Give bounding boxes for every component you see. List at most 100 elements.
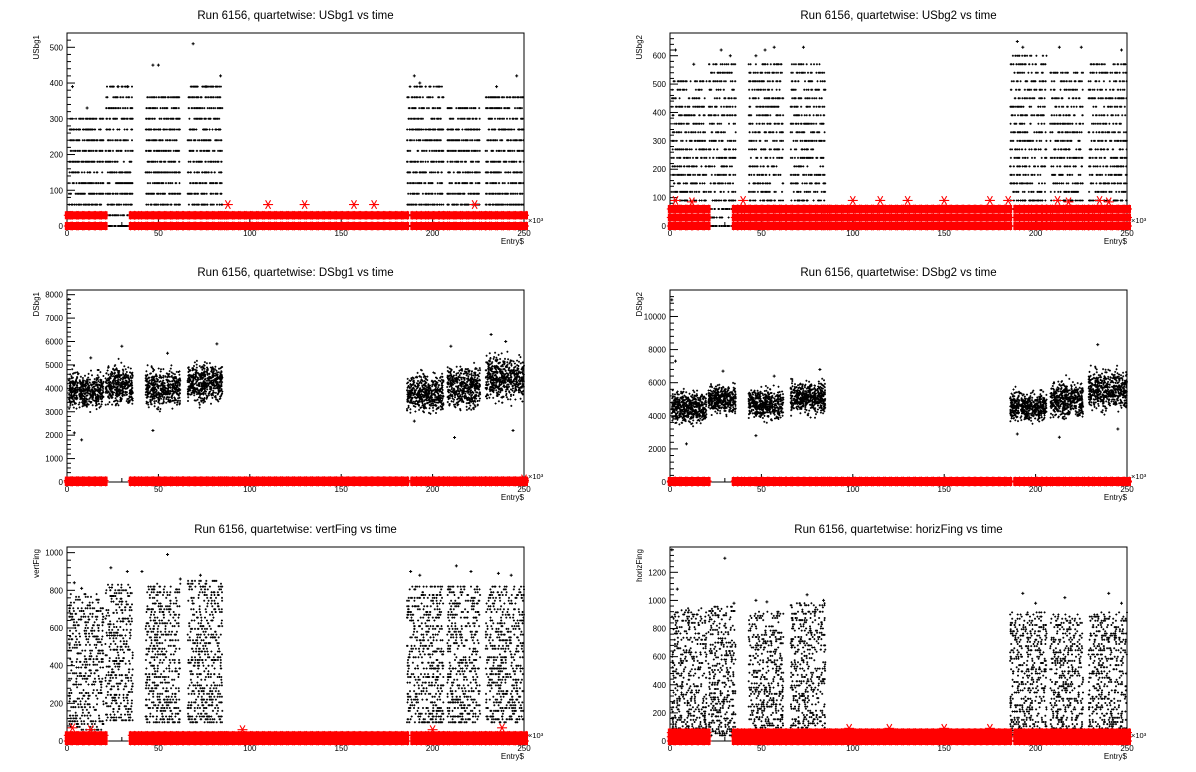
- star-outlier: [348, 199, 360, 210]
- star-outlier: [262, 199, 274, 210]
- outlier-point: [754, 54, 758, 58]
- y-axis-label: USbg2: [635, 34, 644, 59]
- star-outlier: [496, 722, 508, 733]
- outlier-point: [454, 564, 458, 568]
- chart-title: Run 6156, quartetwise: USbg2 vs time: [800, 10, 996, 22]
- outlier-point: [204, 85, 208, 89]
- dot-cluster: [144, 364, 182, 413]
- dot-cluster-points: [747, 384, 785, 424]
- y-tick-label: 1000: [45, 549, 63, 558]
- outlier-point: [818, 367, 822, 371]
- y-tick-label: 8000: [648, 346, 666, 355]
- chart-panel-1: Run 6156, quartetwise: USbg1 vs time USbg…: [32, 10, 544, 246]
- dot-cluster: [707, 63, 737, 227]
- outlier-point: [496, 571, 500, 575]
- star-outlier: [469, 199, 481, 210]
- dot-cluster: [484, 585, 525, 724]
- dot-cluster-points: [104, 357, 134, 407]
- dot-cluster-points: [67, 593, 105, 742]
- y-tick-label: 600: [50, 624, 64, 633]
- outlier-point: [116, 85, 120, 89]
- outlier-point: [673, 359, 677, 363]
- star-outlier: [66, 722, 79, 733]
- x-tick-label: 50: [757, 229, 766, 238]
- x-tick-label: 50: [154, 229, 163, 238]
- dot-cluster: [1087, 611, 1128, 742]
- x-axis-label: Entry$: [1104, 493, 1128, 502]
- y-tick-label: 3000: [45, 408, 63, 417]
- y-tick-label: 400: [653, 108, 667, 117]
- x-axis-multiplier: ×10³: [1131, 731, 1147, 740]
- outlier-point: [754, 434, 758, 438]
- outlier-point: [1120, 601, 1124, 605]
- outlier-point: [1116, 427, 1120, 431]
- outlier-point: [1015, 432, 1019, 436]
- x-tick-label: 250: [517, 744, 531, 753]
- outlier-point: [1096, 343, 1100, 347]
- x-tick-label: 0: [668, 485, 673, 494]
- black-dot-series: [670, 548, 1128, 742]
- outlier-point: [120, 344, 124, 348]
- x-axis-multiplier: ×10³: [1131, 472, 1147, 481]
- dot-cluster-points: [144, 364, 182, 413]
- dot-cluster: [747, 384, 785, 424]
- dot-cluster-points: [186, 579, 224, 724]
- outlier-point: [670, 548, 674, 552]
- outlier-point: [765, 600, 769, 604]
- x-tick-label: 150: [938, 744, 952, 753]
- dot-cluster-points: [484, 96, 525, 227]
- dot-cluster: [707, 605, 737, 737]
- black-dot-series: [670, 298, 1128, 446]
- outlier-point: [763, 48, 767, 52]
- y-tick-label: 0: [59, 737, 64, 746]
- outlier-point: [418, 81, 422, 85]
- y-tick-label: 200: [50, 151, 64, 160]
- outlier-point: [409, 569, 413, 573]
- star-outlier: [1051, 195, 1064, 206]
- outlier-point: [728, 54, 732, 58]
- y-tick-label: 0: [662, 478, 667, 487]
- star-outlier: [902, 195, 914, 206]
- dot-cluster: [1087, 364, 1128, 416]
- outlier-point: [156, 63, 160, 67]
- outlier-point: [684, 442, 688, 446]
- dot-cluster: [446, 585, 482, 724]
- dot-cluster-points: [406, 585, 445, 724]
- outlier-point: [1034, 601, 1038, 605]
- star-outlier: [938, 195, 950, 206]
- x-tick-label: 0: [65, 229, 70, 238]
- outlier-point: [67, 297, 71, 301]
- outlier-point: [219, 74, 223, 78]
- chart-title: Run 6156, quartetwise: DSbg2 vs time: [800, 267, 996, 279]
- plot-frame: [66, 546, 525, 742]
- outlier-point: [1021, 45, 1025, 49]
- outlier-point: [412, 419, 416, 423]
- plot-frame: [669, 289, 1128, 483]
- x-tick-label: 100: [243, 229, 257, 238]
- dot-cluster-points: [144, 96, 182, 227]
- dot-cluster: [484, 96, 525, 227]
- dot-cluster: [1009, 385, 1048, 425]
- star-outlier: [984, 195, 996, 206]
- x-tick-label: 200: [1029, 744, 1043, 753]
- x-tick-label: 150: [335, 744, 349, 753]
- y-tick-label: 2000: [648, 445, 666, 454]
- x-tick-label: 200: [426, 485, 440, 494]
- y-axis-label: DSbg1: [32, 291, 41, 316]
- y-tick-label: 300: [50, 115, 64, 124]
- outlier-point: [509, 573, 513, 577]
- x-axis-multiplier: ×10³: [528, 731, 544, 740]
- outlier-point: [166, 351, 170, 355]
- outlier-point: [719, 48, 723, 52]
- x-tick-label: 200: [1029, 485, 1043, 494]
- x-tick-label: 250: [517, 229, 531, 238]
- dot-cluster: [446, 361, 482, 412]
- dot-cluster-points: [1049, 71, 1084, 227]
- red-star-series: [63, 722, 530, 746]
- dot-cluster-points: [789, 602, 827, 740]
- chart-panel-6: Run 6156, quartetwise: horizFing vs time…: [635, 524, 1147, 761]
- dot-cluster: [1049, 71, 1084, 227]
- outlier-point: [418, 573, 422, 577]
- outlier-point: [80, 438, 84, 442]
